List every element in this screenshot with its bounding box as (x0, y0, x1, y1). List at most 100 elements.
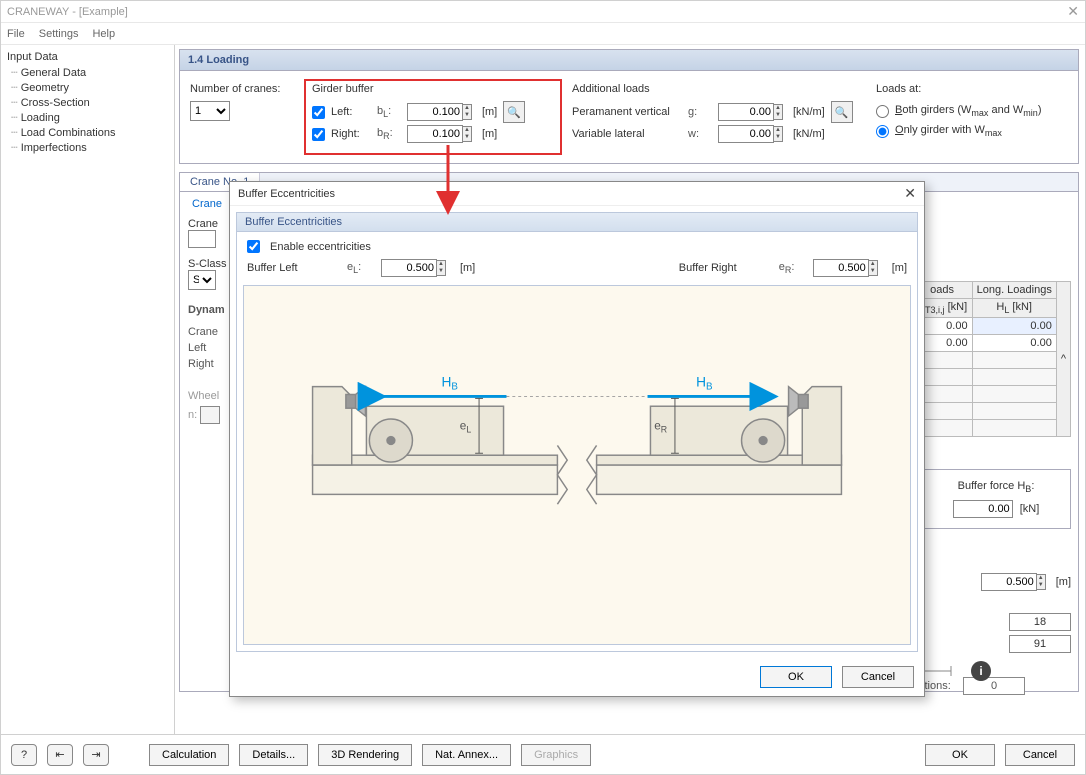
tree-item-cross-section[interactable]: Cross-Section (5, 95, 170, 110)
tree-item-load-combinations[interactable]: Load Combinations (5, 125, 170, 140)
dialog-cancel-button[interactable]: Cancel (842, 666, 914, 688)
spinner-icon[interactable]: ▲▼ (1037, 574, 1046, 590)
sclass-label: S-Class (188, 258, 227, 270)
panel-title: 1.4 Loading (180, 50, 1078, 71)
table-cell[interactable]: 0.00 (972, 335, 1056, 352)
misc-val-a: 18 (1009, 613, 1071, 631)
svg-text:HB: HB (441, 375, 458, 393)
calculation-button[interactable]: Calculation (149, 744, 229, 766)
loadsat-both-label: Both girders (Wmax and Wmin) (895, 104, 1041, 118)
graphics-button: Graphics (521, 744, 591, 766)
tree-item-general[interactable]: General Data (5, 65, 170, 80)
menu-file[interactable]: File (7, 28, 25, 40)
details-button[interactable]: Details... (239, 744, 308, 766)
addl-var-label: Variable lateral (572, 128, 682, 140)
svg-text:HB: HB (696, 375, 713, 393)
spinner-icon[interactable]: ▲▼ (463, 126, 472, 142)
buffer-left-label: Buffer Left (247, 262, 337, 274)
girder-left-label: Left: (331, 106, 371, 118)
addl-perm-input[interactable] (718, 103, 774, 121)
buffer-right-sym: eR: (779, 261, 803, 275)
loadsat-legend: Loads at: (876, 83, 1068, 95)
sclass-select[interactable]: S2 (188, 270, 216, 290)
crane-value-input[interactable] (188, 230, 216, 248)
girder-left-unit: [m] (482, 106, 497, 118)
table-header-long-loadings: Long. Loadings (972, 282, 1056, 299)
sub-tab-crane[interactable]: Crane (188, 196, 226, 212)
svg-text:i: i (979, 664, 982, 678)
dialog-section-header: Buffer Eccentricities (237, 213, 917, 232)
girder-right-unit: [m] (482, 128, 497, 140)
main-ok-button[interactable]: OK (925, 744, 995, 766)
table-cell (972, 420, 1056, 437)
addl-var-sym: w: (688, 128, 712, 140)
buffer-left-unit: [m] (460, 262, 475, 274)
num-cranes-label: Number of cranes: (190, 83, 300, 95)
main-cancel-button[interactable]: Cancel (1005, 744, 1075, 766)
buffer-force-label: Buffer force HB: (936, 480, 1056, 494)
addl-settings-button[interactable]: 🔍 (831, 101, 853, 123)
nav-tree: Input Data General Data Geometry Cross-S… (1, 45, 175, 734)
next-icon[interactable]: ⇥ (83, 744, 109, 766)
spinner-icon[interactable]: ▲▼ (774, 126, 783, 142)
table-cell (972, 403, 1056, 420)
tree-item-geometry[interactable]: Geometry (5, 80, 170, 95)
buffer-left-input[interactable] (381, 259, 437, 277)
help-icon[interactable]: ? (11, 744, 37, 766)
misc-top-input[interactable] (981, 573, 1037, 591)
buffer-force-input[interactable] (953, 500, 1013, 518)
enable-ecc-check[interactable] (247, 240, 260, 253)
girder-eccentricity-button[interactable]: 🔍 (503, 101, 525, 123)
addl-var-input[interactable] (718, 125, 774, 143)
table-scrollbar[interactable]: ^ (1056, 282, 1070, 437)
girder-left-sym: bL: (377, 105, 401, 119)
table-cell[interactable]: 0.00 (972, 318, 1056, 335)
buffer-eccentricities-dialog: Buffer Eccentricities ✕ Buffer Eccentric… (229, 181, 925, 697)
table-col-hl: HL [kN] (972, 299, 1056, 318)
table-cell (972, 352, 1056, 369)
menu-settings[interactable]: Settings (39, 28, 79, 40)
addl-perm-label: Peramanent vertical (572, 106, 682, 118)
girder-right-input[interactable] (407, 125, 463, 143)
dialog-title: Buffer Eccentricities (238, 188, 335, 200)
dialog-close-icon[interactable]: ✕ (904, 185, 916, 202)
loads-table-wrap: oads Long. Loadings ^ HT3,i,j [kN] HL [k… (912, 281, 1071, 437)
dialog-ok-button[interactable]: OK (760, 666, 832, 688)
buffer-force-box: Buffer force HB: [kN] (921, 469, 1071, 529)
spinner-icon[interactable]: ▲▼ (774, 104, 783, 120)
window-close-icon[interactable]: ✕ (1067, 3, 1079, 20)
window-title: CRANEWAY - [Example] (7, 6, 128, 18)
girder-left-input[interactable] (407, 103, 463, 121)
loadsat-only-radio[interactable] (876, 125, 889, 138)
girder-right-check[interactable] (312, 128, 325, 141)
spinner-icon[interactable]: ▲▼ (869, 260, 878, 276)
menu-help[interactable]: Help (92, 28, 115, 40)
buffer-right-input[interactable] (813, 259, 869, 277)
loading-panel: 1.4 Loading Number of cranes: 1 Girder b… (179, 49, 1079, 164)
buffer-right-label: Buffer Right (679, 262, 769, 274)
girder-right-label: Right: (331, 128, 371, 140)
prev-icon[interactable]: ⇤ (47, 744, 73, 766)
buffer-left-sym: eL: (347, 261, 371, 275)
num-cranes-select[interactable]: 1 (190, 101, 230, 121)
addl-legend: Additional loads (572, 83, 866, 95)
loadsat-only-label: Only girder with Wmax (895, 124, 1002, 138)
enable-ecc-label: Enable eccentricities (270, 241, 371, 253)
spinner-icon[interactable]: ▲▼ (437, 260, 446, 276)
crane-label: Crane (188, 218, 218, 230)
spinner-icon[interactable]: ▲▼ (463, 104, 472, 120)
nat-annex-button[interactable]: Nat. Annex... (422, 744, 511, 766)
3d-rendering-button[interactable]: 3D Rendering (318, 744, 412, 766)
girder-left-check[interactable] (312, 106, 325, 119)
table-cell (972, 386, 1056, 403)
tree-item-loading[interactable]: Loading (5, 110, 170, 125)
girder-legend: Girder buffer (312, 83, 554, 95)
tree-root[interactable]: Input Data (5, 49, 170, 65)
addl-perm-unit: [kN/m] (793, 106, 825, 118)
buffer-force-unit: [kN] (1020, 503, 1040, 515)
tree-item-imperfections[interactable]: Imperfections (5, 140, 170, 155)
bottom-toolbar: ? ⇤ ⇥ Calculation Details... 3D Renderin… (1, 734, 1085, 774)
misc-top-unit: [m] (1056, 576, 1071, 588)
loadsat-both-radio[interactable] (876, 105, 889, 118)
menubar: File Settings Help (1, 23, 1085, 45)
